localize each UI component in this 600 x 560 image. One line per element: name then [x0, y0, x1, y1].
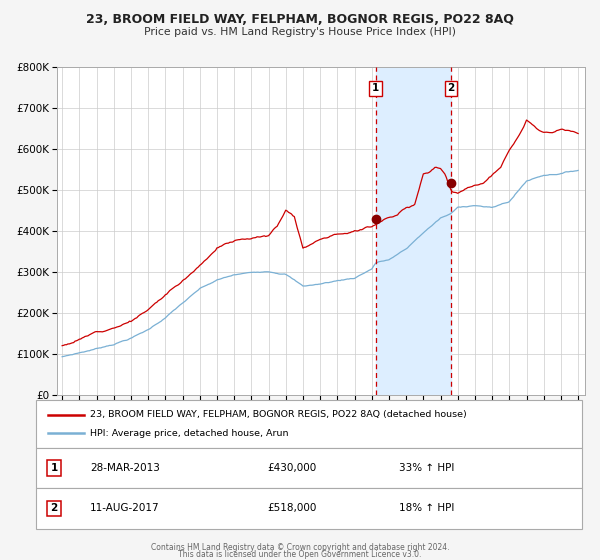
Text: 11-AUG-2017: 11-AUG-2017 [90, 503, 160, 514]
Text: Contains HM Land Registry data © Crown copyright and database right 2024.: Contains HM Land Registry data © Crown c… [151, 543, 449, 552]
Text: 1: 1 [50, 463, 58, 473]
Text: £518,000: £518,000 [267, 503, 316, 514]
Text: 2: 2 [448, 83, 455, 94]
Text: 18% ↑ HPI: 18% ↑ HPI [399, 503, 454, 514]
Text: Price paid vs. HM Land Registry's House Price Index (HPI): Price paid vs. HM Land Registry's House … [144, 27, 456, 37]
Text: HPI: Average price, detached house, Arun: HPI: Average price, detached house, Arun [90, 429, 289, 438]
Text: 2: 2 [50, 503, 58, 514]
Text: 1: 1 [372, 83, 379, 94]
Text: 23, BROOM FIELD WAY, FELPHAM, BOGNOR REGIS, PO22 8AQ: 23, BROOM FIELD WAY, FELPHAM, BOGNOR REG… [86, 13, 514, 26]
Text: 23, BROOM FIELD WAY, FELPHAM, BOGNOR REGIS, PO22 8AQ (detached house): 23, BROOM FIELD WAY, FELPHAM, BOGNOR REG… [90, 410, 467, 419]
Text: This data is licensed under the Open Government Licence v3.0.: This data is licensed under the Open Gov… [178, 550, 422, 559]
Text: 33% ↑ HPI: 33% ↑ HPI [399, 463, 454, 473]
Text: £430,000: £430,000 [267, 463, 316, 473]
Text: 28-MAR-2013: 28-MAR-2013 [90, 463, 160, 473]
Bar [376, 67, 451, 395]
